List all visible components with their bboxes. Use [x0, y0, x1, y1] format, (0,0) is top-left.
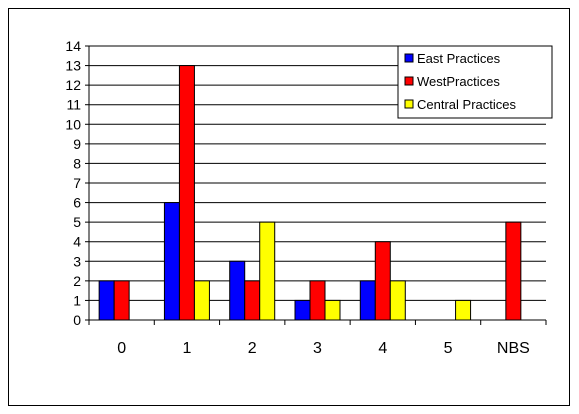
x-axis-ticks: 0 1 2 3 4 5 NBS	[88, 320, 547, 357]
bar-central-practices-1	[193, 280, 210, 321]
legend-box	[397, 45, 553, 119]
y-tick-label: 10	[65, 116, 81, 132]
bar-east-practices-1	[163, 202, 180, 321]
bar-east-practices-3	[294, 299, 311, 321]
legend-label: Central Practices	[417, 97, 516, 112]
x-tick-label: 5	[444, 340, 453, 357]
legend-swatch	[404, 99, 414, 109]
bar-central-practices-2	[259, 221, 276, 321]
bar-westpractices-4	[374, 241, 391, 321]
x-tick-label: 1	[182, 340, 191, 357]
bar-central-practices-4	[389, 280, 406, 321]
y-tick-label: 1	[73, 292, 81, 308]
bar-westpractices-3	[309, 280, 326, 321]
legend-label: East Practices	[417, 51, 501, 66]
legend: East Practices WestPractices Central Pract…	[397, 45, 553, 119]
x-tick-label: NBS	[497, 340, 530, 357]
bar-westpractices-nbs	[505, 221, 522, 321]
y-tick-label: 4	[73, 234, 81, 250]
y-tick-label: 6	[73, 195, 81, 211]
x-tick-label: 2	[248, 340, 257, 357]
chart-frame: 0 1 2 3 4 5 6 7 8 9 10 11 12 13 14 0 1 2 3 4 5 NBS East Prac…	[8, 8, 570, 406]
bar-east-practices-0	[98, 280, 115, 321]
x-tick-label: 3	[313, 340, 322, 357]
legend-swatch	[404, 76, 414, 86]
y-tick-label: 11	[66, 97, 81, 113]
x-tick-label: 4	[378, 340, 387, 357]
bar-westpractices-2	[244, 280, 261, 321]
y-tick-label: 12	[65, 77, 81, 93]
legend-label: WestPractices	[417, 74, 500, 89]
y-tick-label: 14	[65, 38, 81, 54]
bar-westpractices-1	[178, 65, 195, 321]
y-tick-label: 9	[73, 136, 81, 152]
y-tick-label: 2	[73, 273, 81, 289]
bar-east-practices-4	[359, 280, 376, 321]
y-tick-label: 13	[65, 58, 81, 74]
y-tick-label: 8	[73, 155, 81, 171]
y-tick-label: 5	[73, 214, 81, 230]
bar-central-practices-5	[455, 299, 472, 321]
bar-central-practices-3	[324, 299, 341, 321]
y-tick-label: 3	[73, 253, 81, 269]
bar-east-practices-2	[229, 260, 246, 321]
legend-swatch	[404, 53, 414, 63]
y-tick-label: 0	[73, 312, 81, 328]
bar-westpractices-0	[113, 280, 130, 321]
x-tick-label: 0	[117, 340, 126, 357]
y-tick-label: 7	[73, 175, 81, 191]
